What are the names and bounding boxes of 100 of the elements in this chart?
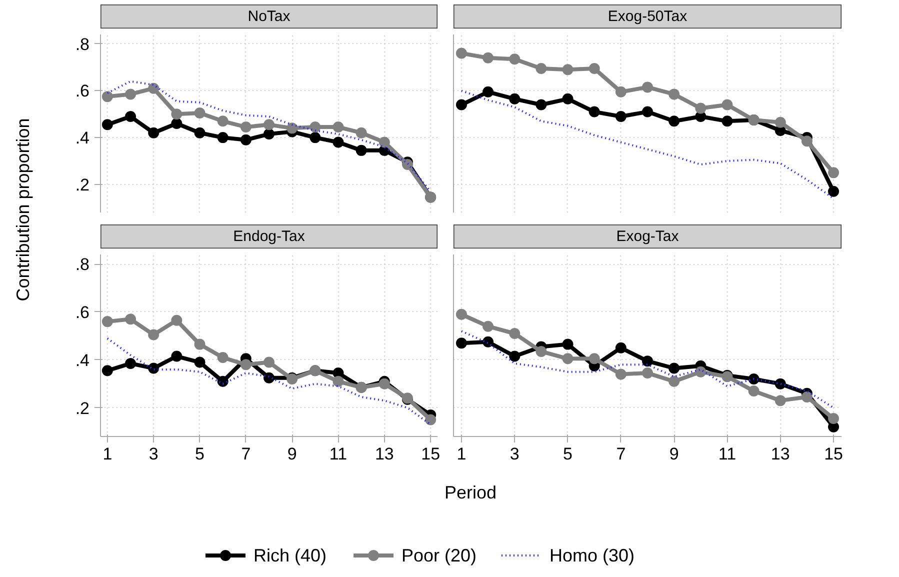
point: [482, 320, 494, 332]
point: [148, 329, 160, 340]
point: [509, 328, 520, 340]
point: [801, 391, 812, 402]
point: [562, 353, 574, 364]
point: [102, 91, 113, 102]
point: [774, 378, 786, 390]
y-tick-label: .6: [75, 302, 90, 322]
point: [456, 99, 467, 110]
point: [509, 93, 520, 104]
point: [217, 116, 228, 127]
x-tick-label: 1: [456, 444, 466, 464]
point: [171, 350, 182, 362]
y-tick-label: .2: [75, 175, 90, 194]
point: [240, 134, 252, 146]
point: [615, 86, 626, 98]
point: [171, 108, 182, 120]
point: [536, 99, 547, 110]
y-tick-label: .2: [75, 398, 90, 418]
point: [102, 316, 113, 328]
point: [148, 127, 160, 138]
x-tick-label: 1: [102, 444, 112, 464]
x-tick-label: 15: [421, 444, 440, 464]
point: [171, 118, 182, 129]
point: [425, 414, 436, 426]
point: [588, 106, 600, 118]
point: [217, 132, 228, 144]
point: [332, 376, 344, 387]
point: [482, 336, 494, 348]
x-tick-label: 13: [374, 444, 394, 464]
x-tick-label: 5: [195, 444, 204, 464]
point: [194, 338, 206, 350]
x-axis-title: Period: [444, 482, 497, 502]
point: [642, 368, 653, 379]
point: [615, 342, 626, 354]
x-tick-label: 7: [616, 444, 626, 464]
point: [562, 93, 574, 104]
point: [240, 122, 252, 133]
y-tick-label: .6: [75, 82, 90, 101]
point: [286, 122, 298, 134]
point: [722, 116, 733, 127]
y-tick-label: .8: [75, 34, 90, 54]
x-tick-label: 7: [241, 444, 251, 464]
y-tick-label: .4: [75, 128, 90, 148]
point: [378, 378, 390, 390]
chart-title: NoTax: [248, 8, 291, 25]
point: [194, 107, 206, 118]
point: [125, 314, 136, 325]
x-tick-label: 11: [718, 444, 736, 464]
point: [456, 308, 467, 320]
point: [536, 346, 547, 357]
legend-label: Poor (20): [402, 546, 477, 566]
point: [588, 62, 600, 74]
point: [456, 48, 467, 59]
chart-title: Exog-Tax: [616, 228, 680, 245]
x-tick-label: 9: [669, 444, 679, 464]
point: [482, 86, 494, 98]
point: [332, 136, 344, 148]
point: [264, 372, 274, 384]
point: [356, 127, 367, 138]
point: [748, 386, 760, 396]
x-tick-label: 15: [824, 444, 843, 464]
point: [695, 366, 706, 378]
x-tick-label: 5: [563, 444, 573, 464]
point: [125, 110, 136, 122]
point: [562, 64, 574, 76]
point: [194, 356, 206, 368]
point: [264, 119, 274, 130]
point: [668, 362, 680, 374]
legend-label: Homo (30): [550, 546, 635, 566]
point: [642, 106, 653, 118]
point: [748, 374, 760, 385]
chart-title: Endog-Tax: [233, 228, 306, 245]
point: [148, 82, 160, 94]
point: [356, 144, 367, 156]
point: [642, 82, 653, 93]
point: [509, 54, 520, 65]
point: [588, 353, 600, 364]
point: [774, 116, 786, 128]
y-tick-label: .4: [75, 350, 90, 370]
point: [264, 356, 274, 368]
point: [722, 99, 733, 110]
point: [240, 359, 252, 370]
point: [828, 413, 840, 424]
point: [310, 122, 321, 133]
point: [668, 116, 680, 127]
point: [125, 88, 136, 100]
point: [125, 358, 136, 369]
x-tick-label: 13: [770, 444, 790, 464]
point: [642, 356, 653, 367]
y-axis-title: Contribution proportion: [13, 118, 33, 302]
x-tick-label: 3: [510, 444, 520, 464]
point: [217, 352, 228, 363]
point: [482, 52, 494, 64]
point: [668, 88, 680, 100]
point: [148, 362, 160, 374]
point: [668, 376, 680, 387]
x-tick-label: 9: [287, 444, 297, 464]
point: [102, 365, 113, 376]
point: [102, 119, 113, 130]
